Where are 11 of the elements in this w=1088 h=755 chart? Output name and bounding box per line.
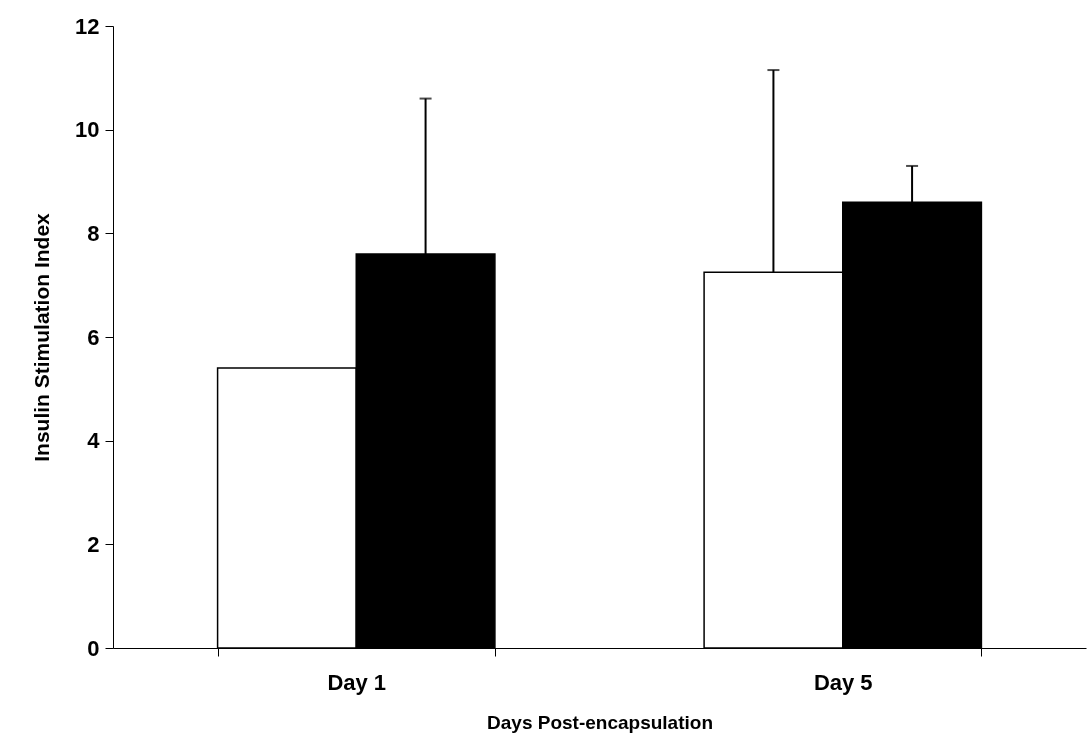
- x-tick-label: Day 1: [327, 669, 387, 695]
- y-tick-label: 10: [75, 117, 100, 143]
- y-tick-label: 4: [87, 428, 101, 454]
- x-axis-title: Days Post-encapsulation: [487, 711, 713, 733]
- y-tick-label: 6: [87, 324, 100, 350]
- y-axis-title: Insulin Stimulation Index: [30, 212, 54, 462]
- y-tick-label: 2: [87, 531, 100, 557]
- y-tick-label: 8: [87, 220, 100, 246]
- y-tick-label: 12: [75, 13, 100, 39]
- x-tick-label: Day 5: [813, 669, 873, 695]
- y-tick-label: 0: [87, 635, 100, 661]
